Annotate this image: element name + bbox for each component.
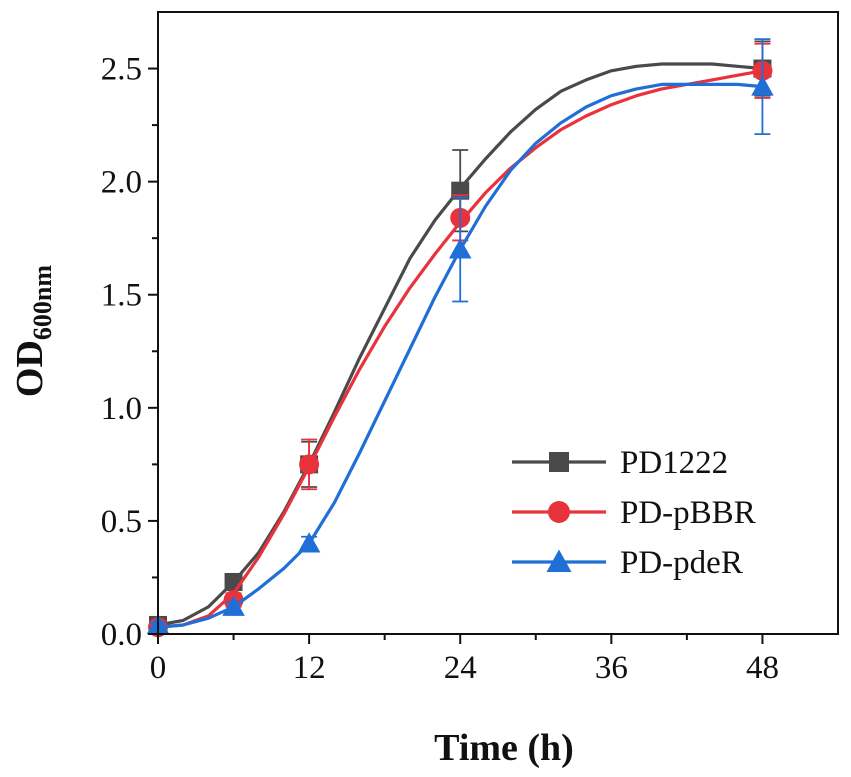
- x-tick-label: 0: [150, 650, 167, 686]
- data-point: [299, 454, 320, 475]
- y-tick-label: 1.5: [101, 278, 142, 314]
- legend-label: PD1222: [620, 445, 728, 481]
- x-tick-label: 12: [293, 650, 326, 686]
- y-tick-label: 0.0: [101, 617, 142, 653]
- series-PD-pdeR: [146, 38, 774, 634]
- data-point: [222, 595, 245, 616]
- axes-layer: 0 12 24 36 48 0.0 0.5 1.0 1.5 2.0 2.5: [101, 11, 839, 686]
- legend-marker: [546, 549, 572, 572]
- series-layer: [146, 38, 774, 638]
- x-axis-ticks: 0 12 24 36 48: [150, 634, 779, 686]
- x-tick-label: 24: [444, 650, 477, 686]
- y-tick-label: 1.0: [101, 391, 142, 427]
- y-tick-label: 2.5: [101, 52, 142, 88]
- legend-marker: [549, 452, 569, 472]
- legend-item: PD1222: [512, 445, 728, 481]
- y-tick-label: 0.5: [101, 504, 142, 540]
- data-point: [751, 75, 774, 96]
- legend-item: PD-pdeR: [512, 545, 743, 581]
- y-axis-title: OD600nm: [9, 265, 57, 397]
- y-axis-title-subscript: 600nm: [28, 265, 57, 340]
- x-tick-label: 48: [746, 650, 779, 686]
- y-tick-label: 2.0: [101, 165, 142, 201]
- legend-item: PD-pBBR: [512, 495, 756, 531]
- data-point: [448, 238, 472, 259]
- y-axis-ticks: 0.0 0.5 1.0 1.5 2.0 2.5: [101, 52, 158, 653]
- legend-label: PD-pdeR: [620, 545, 743, 581]
- plot-frame: [157, 11, 839, 635]
- x-tick-label: 36: [595, 650, 628, 686]
- legend-marker: [548, 501, 570, 523]
- y-axis-title-main: OD: [9, 340, 51, 397]
- x-axis-title: Time (h): [434, 727, 574, 769]
- legend-label: PD-pBBR: [620, 495, 756, 531]
- data-point: [297, 532, 321, 553]
- legend: PD1222 PD-pBBR PD-pdeR: [512, 445, 756, 581]
